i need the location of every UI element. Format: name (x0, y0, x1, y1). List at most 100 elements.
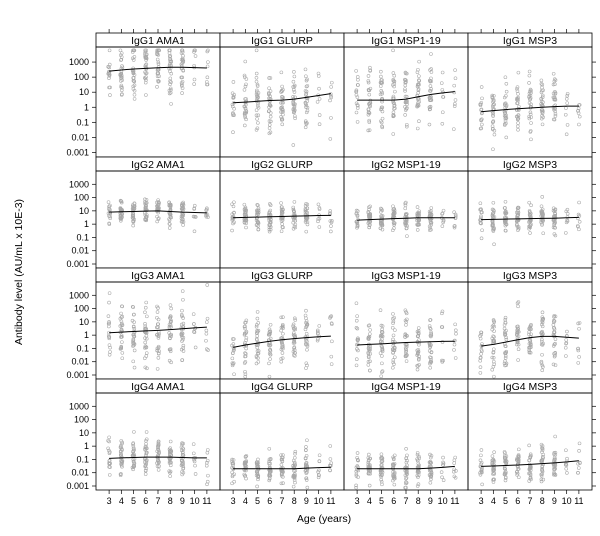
data-point (528, 452, 533, 457)
data-point (565, 471, 569, 475)
data-point (416, 222, 421, 227)
data-point (392, 221, 397, 225)
data-point (516, 97, 520, 101)
data-point (280, 210, 285, 215)
data-point (256, 457, 260, 462)
data-point (120, 351, 125, 355)
y-tick-label: 1 (84, 102, 89, 112)
data-point (181, 466, 186, 470)
data-point (540, 82, 545, 87)
data-point (403, 89, 407, 93)
data-point (180, 358, 184, 362)
data-point (267, 126, 272, 130)
data-point (576, 109, 580, 113)
data-point (292, 478, 297, 482)
data-point (292, 224, 297, 229)
data-point (256, 360, 261, 364)
data-point (564, 97, 569, 101)
data-point (144, 460, 149, 464)
data-point (380, 91, 384, 96)
data-point (452, 104, 457, 108)
data-point (181, 337, 185, 342)
data-point (267, 76, 271, 80)
data-point (541, 93, 545, 98)
y-tick-label: 0.01 (71, 468, 89, 478)
data-point (541, 213, 545, 218)
data-point (107, 353, 112, 357)
data-point (391, 212, 395, 217)
data-point (367, 355, 371, 360)
data-point (392, 456, 396, 461)
data-point (428, 459, 433, 464)
data-point (552, 318, 556, 323)
data-point (157, 79, 161, 84)
data-point (429, 206, 434, 210)
data-point (292, 474, 297, 478)
data-point (380, 459, 385, 463)
data-point (255, 216, 259, 220)
data-point (316, 74, 321, 78)
data-point (267, 361, 271, 366)
data-point (367, 128, 372, 132)
data-point (267, 91, 271, 95)
data-point (256, 95, 260, 99)
data-point (491, 103, 495, 108)
data-point (108, 345, 112, 350)
data-point (502, 323, 507, 327)
data-point (405, 458, 409, 463)
data-point (293, 451, 297, 456)
data-point (440, 70, 445, 75)
data-point (232, 472, 236, 477)
data-point (480, 117, 484, 122)
data-point (479, 118, 483, 122)
data-point (577, 214, 582, 218)
data-point (293, 116, 297, 121)
data-point (429, 470, 434, 475)
data-point (503, 228, 508, 233)
data-point (131, 344, 135, 348)
data-point (540, 217, 545, 222)
data-point (206, 215, 210, 219)
data-point (428, 89, 433, 93)
x-tick-label: 6 (391, 496, 396, 506)
data-point (565, 207, 570, 212)
data-point (453, 214, 458, 218)
data-point (279, 70, 284, 75)
data-point (132, 83, 137, 88)
data-point (429, 332, 433, 336)
data-point (552, 452, 556, 456)
data-point (404, 80, 408, 84)
data-point (541, 231, 546, 236)
data-point (304, 471, 309, 475)
data-point (405, 106, 409, 110)
data-point (293, 350, 297, 355)
data-point (492, 450, 496, 454)
data-point (231, 94, 236, 99)
y-tick-label: 0.01 (71, 357, 89, 367)
data-point (415, 470, 420, 474)
data-point (107, 435, 111, 440)
data-point (367, 111, 372, 115)
data-point (354, 69, 358, 73)
data-point (143, 356, 147, 361)
data-point (131, 204, 135, 209)
data-point (552, 451, 557, 455)
data-point (131, 71, 136, 75)
data-point (315, 328, 320, 333)
data-point (144, 213, 149, 217)
data-point (380, 354, 384, 358)
data-point (552, 221, 556, 226)
data-point (576, 106, 581, 111)
data-point (107, 222, 112, 226)
data-point (366, 360, 371, 364)
data-point (415, 228, 420, 232)
data-point (328, 314, 333, 319)
data-point (527, 338, 532, 342)
data-point (366, 460, 371, 465)
data-point (120, 441, 124, 446)
data-point (516, 358, 520, 362)
data-point (428, 96, 432, 100)
data-point (428, 344, 432, 349)
data-point (267, 123, 272, 127)
y-tick-label: 0.001 (66, 481, 89, 491)
